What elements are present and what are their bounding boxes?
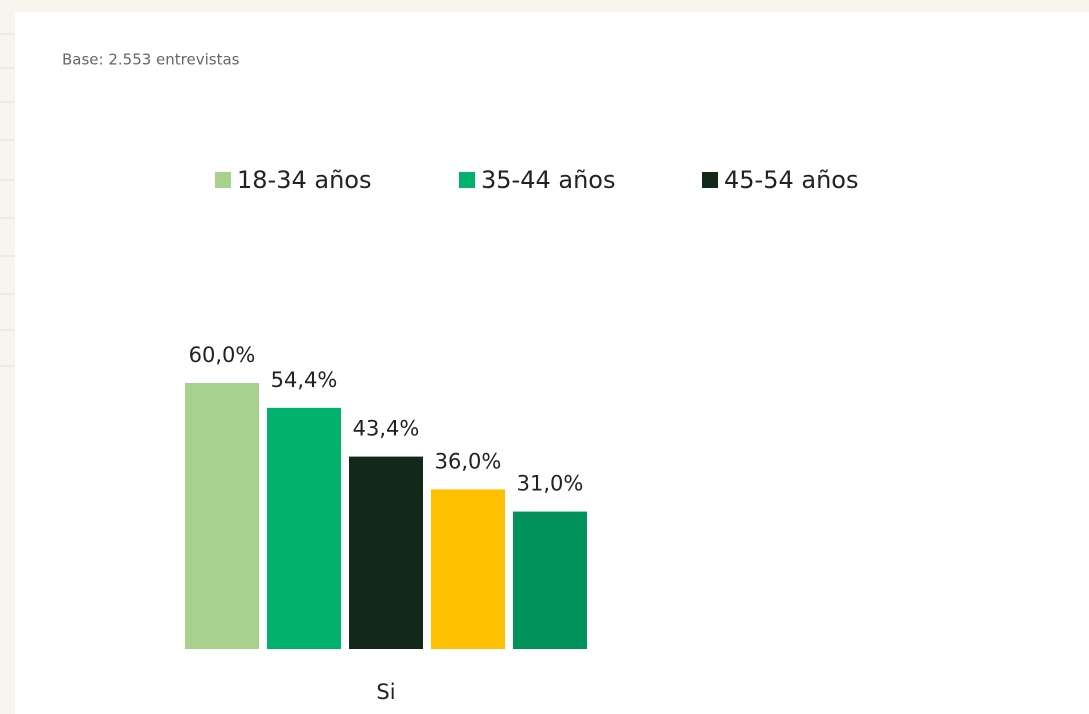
bar: [267, 407, 341, 649]
legend-swatch: [215, 172, 231, 188]
legend-swatch: [459, 172, 475, 188]
decor-lines: [0, 33, 14, 367]
bar: [513, 511, 587, 649]
bar: [185, 383, 259, 649]
legend-swatch: [702, 172, 718, 188]
bar: [349, 456, 423, 649]
legend-label: 45-54 años: [724, 166, 858, 194]
subtitle: Base: 2.553 entrevistas: [62, 51, 240, 69]
legend-label: 18-34 años: [237, 166, 371, 194]
data-label: 36,0%: [435, 449, 502, 473]
data-label: 60,0%: [189, 343, 256, 367]
data-label: 43,4%: [353, 417, 420, 441]
legend-label: 35-44 años: [481, 166, 615, 194]
bar: [431, 489, 505, 649]
data-label: 54,4%: [271, 368, 338, 392]
x-tick-label: Si: [376, 680, 395, 704]
data-label: 31,0%: [517, 472, 584, 496]
